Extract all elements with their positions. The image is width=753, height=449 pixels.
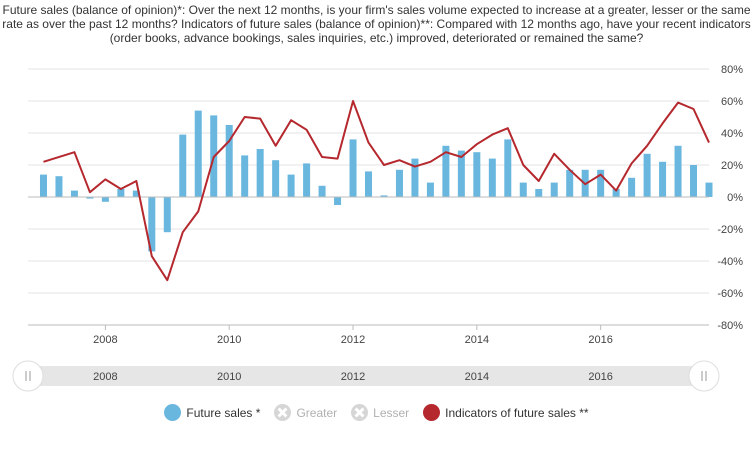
bar: [163, 197, 171, 233]
bar: [39, 174, 47, 197]
y-tick-label: 20%: [721, 160, 743, 172]
bar: [101, 197, 109, 202]
bar: [194, 110, 202, 197]
bar: [334, 197, 342, 205]
bar: [442, 145, 450, 197]
bar: [426, 182, 434, 197]
future-sales-bars: [39, 110, 713, 252]
bar: [550, 182, 558, 197]
bar: [86, 197, 94, 199]
y-tick-label: -60%: [717, 288, 743, 300]
y-tick-label: -20%: [717, 224, 743, 236]
bar: [349, 139, 357, 197]
navigator-handle-right[interactable]: [688, 360, 720, 392]
bar: [70, 190, 78, 197]
bar: [148, 197, 156, 252]
x-circle-icon: [274, 404, 292, 421]
navigator-label: 2012: [341, 371, 365, 383]
bar: [612, 189, 620, 197]
range-navigator[interactable]: 2008 2010 2012 2014 2016: [12, 360, 720, 392]
bar: [380, 195, 388, 197]
y-tick-label: -40%: [717, 256, 743, 268]
bar: [241, 155, 249, 197]
navigator-label: 2008: [93, 371, 117, 383]
legend-label: Future sales *: [186, 405, 261, 420]
bar: [643, 153, 651, 197]
navigator-label: 2014: [465, 371, 489, 383]
bar: [674, 145, 682, 197]
bar: [411, 158, 419, 197]
x-tick-label: 2012: [341, 334, 365, 346]
circle-icon: [423, 404, 441, 421]
x-circle-icon: [351, 404, 369, 421]
bar: [659, 161, 667, 197]
legend: Future sales * Greater Lesser Indicators of…: [0, 404, 753, 421]
legend-item[interactable]: Future sales *: [164, 404, 260, 421]
bar: [519, 182, 527, 197]
indicators-line: [43, 100, 710, 282]
bar: [504, 139, 512, 197]
bar: [55, 176, 63, 197]
y-tick-label: 60%: [721, 96, 743, 108]
bar: [287, 174, 295, 197]
bar: [117, 189, 125, 197]
y-tick-label: 0%: [727, 192, 743, 204]
bar: [303, 163, 311, 197]
x-tick-label: 2016: [588, 334, 612, 346]
legend-item[interactable]: Greater: [274, 404, 337, 421]
series-line: [43, 100, 710, 282]
bar: [705, 182, 713, 197]
bar: [628, 177, 636, 197]
x-axis: 2008 2010 2012 2014 2016: [28, 324, 709, 346]
bar: [488, 158, 496, 197]
bar: [365, 171, 372, 197]
bar: [566, 169, 574, 197]
y-tick-label: 80%: [721, 64, 743, 76]
bar: [179, 134, 187, 197]
x-tick-label: 2008: [93, 334, 117, 346]
bar: [132, 190, 140, 197]
x-tick-label: 2010: [217, 334, 241, 346]
y-axis-ticks: 80% 60% 40% 20% 0% -20% -40% -60% -80%: [717, 64, 743, 332]
navigator-handle-left[interactable]: [12, 360, 44, 392]
navigator-label: 2016: [588, 371, 612, 383]
x-tick-label: 2014: [465, 334, 489, 346]
y-tick-label: -80%: [717, 320, 743, 332]
bar: [690, 165, 698, 197]
bar: [225, 125, 233, 197]
bar: [272, 160, 280, 197]
legend-label: Lesser: [373, 405, 410, 420]
bar: [473, 152, 481, 197]
bar: [457, 150, 465, 197]
chart-title: Future sales (balance of opinion)*: Over…: [2, 3, 751, 45]
legend-item[interactable]: Indicators of future sales **: [423, 404, 589, 421]
legend-label: Indicators of future sales **: [445, 405, 589, 420]
bar: [256, 149, 264, 197]
legend-item[interactable]: Lesser: [351, 404, 409, 421]
bar: [318, 185, 326, 197]
circle-icon: [164, 404, 182, 421]
legend-label: Greater: [296, 405, 338, 420]
y-tick-label: 40%: [721, 128, 743, 140]
navigator-label: 2010: [217, 371, 241, 383]
bar: [395, 169, 403, 197]
navigator-track: [28, 366, 709, 386]
bar: [535, 189, 543, 197]
bar: [597, 169, 605, 197]
